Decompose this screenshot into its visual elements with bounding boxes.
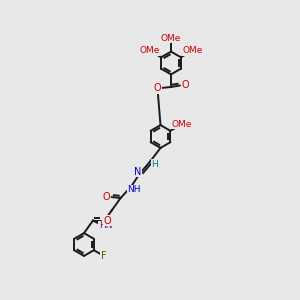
Text: OMe: OMe [139,46,160,55]
Text: OMe: OMe [161,34,181,43]
Text: NH: NH [127,185,141,194]
Text: OMe: OMe [172,119,192,128]
Text: F: F [101,251,106,261]
Text: O: O [154,83,161,94]
Text: O: O [102,191,110,202]
Text: H: H [152,160,158,169]
Text: HN: HN [99,221,112,230]
Text: O: O [182,80,189,90]
Text: O: O [103,215,111,226]
Text: OMe: OMe [182,46,203,55]
Text: N: N [134,167,142,177]
